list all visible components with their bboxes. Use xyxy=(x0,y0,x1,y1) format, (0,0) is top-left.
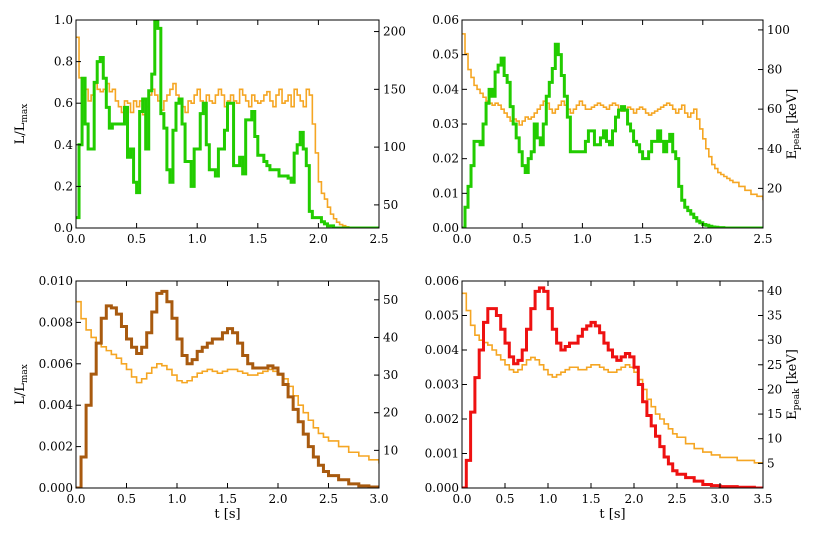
plot-frame xyxy=(75,280,380,489)
panel-bottom-right: 0.0 0.5 1.0 1.5 2.0 2.5 3.0 3.5 0.000 0.001 0.002 0… xyxy=(425,274,802,522)
y-right-tick-label: 20 xyxy=(767,181,782,195)
y-left-tick-label: 0.008 xyxy=(39,315,73,329)
x-tick-label: 1.5 xyxy=(218,492,237,506)
y-right-axis-label: Epeak [keV] xyxy=(785,349,802,420)
y-right-tick-label: 35 xyxy=(767,309,782,323)
y-right-tick-label: 30 xyxy=(383,368,398,382)
x-tick-label: 1.5 xyxy=(248,232,267,246)
y-left-tick-label: 0.6 xyxy=(54,96,73,110)
y-right-tick-label: 40 xyxy=(383,330,398,344)
y-right-tick-label: 50 xyxy=(383,198,398,212)
y-left-tick-label: 0.4 xyxy=(54,138,73,152)
panel-top-left: 0.0 0.5 1.0 1.5 2.0 2.5 0.0 0.2 0.4 0.6 0.8 1.0 50 10… xyxy=(13,13,406,246)
y-left-tick-label: 0.004 xyxy=(39,398,74,412)
x-tick-label: 0.5 xyxy=(513,232,532,246)
x-tick-label: 1.5 xyxy=(581,492,600,506)
x-tick-label: 0.0 xyxy=(66,232,85,246)
y-left-tick-label: 0.06 xyxy=(432,13,459,27)
y-right-tick-label: 10 xyxy=(767,432,782,446)
y-right-tick-label: 150 xyxy=(383,82,406,96)
panel-top-right: 0.0 0.5 1.0 1.5 2.0 2.5 0.00 0.01 0.02 0.03 0.04 0.… xyxy=(432,13,802,246)
y-right-tick-label: 40 xyxy=(767,142,782,156)
y-left-tick-label: 0.004 xyxy=(425,343,460,357)
x-tick-label: 2.5 xyxy=(753,232,772,246)
y-right-tick-label: 50 xyxy=(383,293,398,307)
y-left-tick-label: 0.8 xyxy=(54,55,73,69)
x-tick-label: 0.0 xyxy=(452,492,471,506)
y-right-tick-label: 80 xyxy=(767,63,782,77)
y-right-tick-label: 10 xyxy=(383,443,398,457)
y-right-tick-label: 5 xyxy=(767,456,775,470)
series-brown-line xyxy=(76,289,379,488)
x-tick-label: 1.0 xyxy=(573,232,592,246)
y-right-tick-label: 200 xyxy=(383,25,406,39)
x-tick-label: 1.0 xyxy=(538,492,557,506)
y-left-tick-label: 0.006 xyxy=(425,274,459,288)
x-tick-label: 2.0 xyxy=(268,492,287,506)
y-right-axis-label: Epeak [keV] xyxy=(785,89,802,160)
x-tick-label: 2.5 xyxy=(369,232,388,246)
y-left-tick-label: 0.005 xyxy=(425,309,459,323)
y-left-tick-label: 0.04 xyxy=(432,82,459,96)
x-axis-label: t [s] xyxy=(214,507,240,522)
y-left-tick-label: 0.2 xyxy=(54,179,73,193)
y-left-axis-label: L/Lmax xyxy=(13,364,30,405)
series-red-line xyxy=(462,286,763,488)
y-right-tick-label: 20 xyxy=(383,406,398,420)
y-right-tick-label: 30 xyxy=(767,333,782,347)
x-tick-label: 2.0 xyxy=(309,232,328,246)
x-tick-label: 1.0 xyxy=(188,232,207,246)
y-left-tick-label: 0.006 xyxy=(39,357,73,371)
x-tick-label: 0.5 xyxy=(495,492,514,506)
y-left-tick-label: 0.05 xyxy=(432,48,459,62)
x-tick-label: 2.5 xyxy=(319,492,338,506)
series-orange-line xyxy=(462,292,763,464)
y-left-tick-label: 0.01 xyxy=(432,186,459,200)
x-tick-label: 0.0 xyxy=(66,492,85,506)
y-left-tick-label: 0.02 xyxy=(432,152,459,166)
y-left-tick-label: 0.0 xyxy=(54,221,73,235)
y-left-tick-label: 0.002 xyxy=(425,412,459,426)
y-right-tick-label: 25 xyxy=(767,358,782,372)
plot-frame xyxy=(75,19,380,229)
y-left-axis-label: L/Lmax xyxy=(13,104,30,145)
series-orange-line xyxy=(76,300,379,464)
y-left-tick-label: 0.001 xyxy=(425,447,459,461)
series-green-line xyxy=(76,20,379,228)
y-left-tick-label: 1.0 xyxy=(54,13,73,27)
plot-frame xyxy=(461,280,764,489)
y-left-tick-label: 0.00 xyxy=(432,221,459,235)
x-tick-label: 1.0 xyxy=(167,492,186,506)
x-axis-label: t [s] xyxy=(599,507,625,522)
y-right-tick-label: 20 xyxy=(767,382,782,396)
y-right-tick-label: 60 xyxy=(767,102,782,116)
y-left-tick-label: 0.002 xyxy=(39,440,73,454)
x-tick-label: 3.0 xyxy=(369,492,388,506)
series-green-line xyxy=(462,42,763,228)
y-left-tick-label: 0.03 xyxy=(432,117,459,131)
y-left-tick-label: 0.010 xyxy=(39,274,73,288)
y-left-tick-label: 0.003 xyxy=(425,378,459,392)
x-tick-label: 1.5 xyxy=(633,232,652,246)
series-orange-line xyxy=(76,36,379,228)
y-right-tick-label: 100 xyxy=(383,140,406,154)
y-right-tick-label: 15 xyxy=(767,407,782,421)
series-orange-line xyxy=(462,33,763,201)
panel-bottom-left: 0.0 0.5 1.0 1.5 2.0 2.5 3.0 0.000 0.002 0.004 0.00… xyxy=(13,274,398,522)
x-tick-label: 2.0 xyxy=(693,232,712,246)
x-tick-label: 3.5 xyxy=(753,492,772,506)
y-left-tick-label: 0.000 xyxy=(39,481,73,495)
x-tick-label: 3.0 xyxy=(710,492,729,506)
y-right-tick-label: 100 xyxy=(767,23,790,37)
x-tick-label: 2.0 xyxy=(624,492,643,506)
x-tick-label: 0.5 xyxy=(117,492,136,506)
y-right-tick-label: 40 xyxy=(767,284,782,298)
x-tick-label: 0.5 xyxy=(127,232,146,246)
plot-frame xyxy=(461,19,764,229)
x-tick-label: 2.5 xyxy=(667,492,686,506)
x-tick-label: 0.0 xyxy=(452,232,471,246)
y-left-tick-label: 0.000 xyxy=(425,481,459,495)
